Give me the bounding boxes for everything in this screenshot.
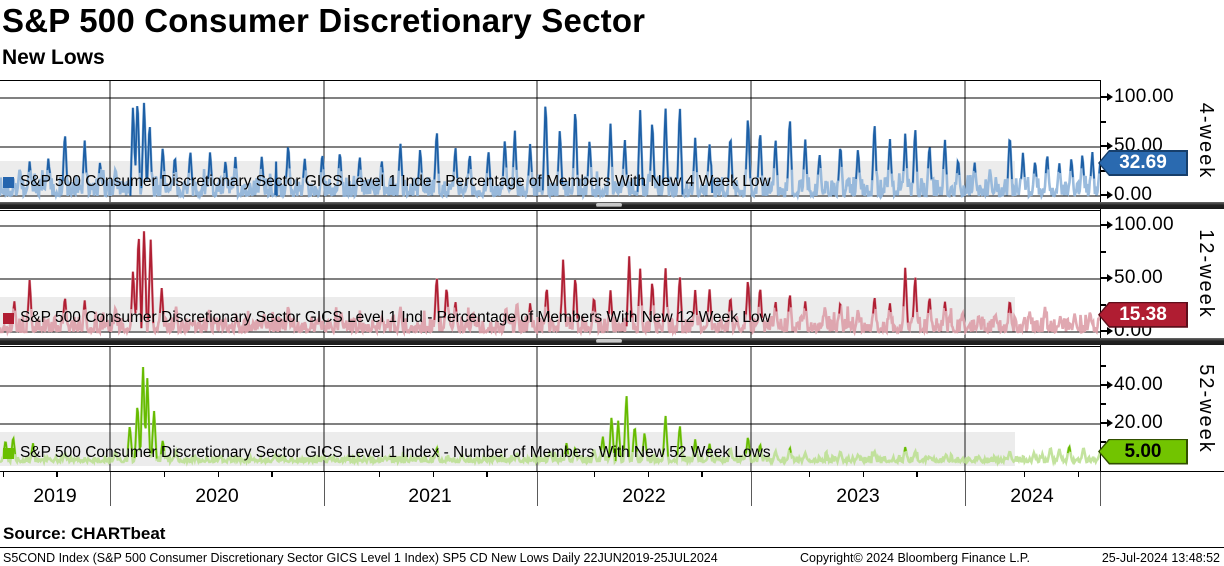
x-axis-minor-tick xyxy=(378,472,381,477)
y-axis-minor-tick xyxy=(1100,441,1106,443)
x-axis-minor-tick xyxy=(701,472,703,477)
x-axis-minor-tick xyxy=(56,472,58,477)
chart-line-12-week[interactable] xyxy=(0,211,1100,339)
footer-timestamp: 25-Jul-2024 13:48:52 xyxy=(1101,551,1220,565)
chart-line-4-week[interactable] xyxy=(0,81,1100,203)
panel-axis-title-4-week: 4-week xyxy=(1195,102,1217,180)
x-axis-minor-tick xyxy=(2,472,4,477)
x-axis-minor-tick xyxy=(486,472,488,477)
y-axis-minor-tick xyxy=(1100,365,1106,367)
x-axis-minor-tick xyxy=(271,472,273,477)
y-axis-line xyxy=(1100,80,1102,471)
y-axis-tick-label: 100.00 xyxy=(1100,214,1174,236)
y-axis-minor-tick xyxy=(1100,120,1106,123)
panel-divider[interactable] xyxy=(0,202,1224,209)
y-axis-tick-label: 100.00 xyxy=(1100,86,1174,108)
footer-copyright: Copyright© 2024 Bloomberg Finance L.P. xyxy=(800,551,1030,565)
x-axis-year-label: 2020 xyxy=(195,485,239,507)
chart-line-52-week[interactable] xyxy=(0,347,1100,472)
legend-label: S&P 500 Consumer Discretionary Sector GI… xyxy=(20,309,771,326)
panel-axis-title-12-week: 12-week xyxy=(1195,229,1217,319)
page-title: S&P 500 Consumer Discretionary Sector xyxy=(2,2,646,39)
y-axis-tick-label: 40.00 xyxy=(1100,374,1163,396)
y-axis-tick-label: 0.00 xyxy=(1100,184,1152,206)
legend-label: S&P 500 Consumer Discretionary Sector GI… xyxy=(20,173,771,190)
y-axis-minor-tick xyxy=(1100,250,1106,253)
source-label: Source: CHARTbeat xyxy=(3,524,166,543)
panel-52-week: S&P 500 Consumer Discretionary Sector GI… xyxy=(0,346,1100,472)
x-axis-minor-tick xyxy=(217,472,219,477)
x-axis-minor-tick xyxy=(1023,472,1026,477)
x-axis: 2019 2020 2021 2022 2023 2024 xyxy=(0,471,1224,513)
legend-swatch-12-week xyxy=(3,312,14,324)
panel-4-week: S&P 500 Consumer Discretionary Sector GI… xyxy=(0,80,1100,203)
x-axis-year-label: 2021 xyxy=(408,485,452,507)
legend-item-4-week[interactable]: S&P 500 Consumer Discretionary Sector GI… xyxy=(3,173,771,191)
x-axis-year-separator xyxy=(110,472,112,506)
panel-12-week: S&P 500 Consumer Discretionary Sector GI… xyxy=(0,210,1100,339)
x-axis-year-label: 2023 xyxy=(836,485,880,507)
x-axis-minor-tick xyxy=(862,472,864,477)
y-axis-minor-tick xyxy=(1100,169,1106,172)
divider-handle-icon[interactable] xyxy=(596,203,622,207)
x-axis-year-separator xyxy=(537,472,539,506)
legend-label: S&P 500 Consumer Discretionary Sector GI… xyxy=(20,444,771,461)
x-axis-year-label: 2019 xyxy=(33,485,77,507)
page-subtitle: New Lows xyxy=(2,46,105,69)
panel-divider[interactable] xyxy=(0,338,1224,345)
x-axis-minor-tick xyxy=(593,472,596,477)
x-axis-year-separator xyxy=(965,472,967,506)
last-value-badge-52-week: 5.00 xyxy=(1098,438,1188,465)
x-axis-minor-tick xyxy=(163,472,166,477)
x-axis-minor-tick xyxy=(916,472,918,477)
x-axis-minor-tick xyxy=(808,472,811,477)
x-axis-year-label: 2022 xyxy=(622,485,666,507)
divider-handle-icon[interactable] xyxy=(596,339,622,343)
footer-divider xyxy=(0,547,1224,548)
x-axis-year-separator xyxy=(751,472,753,506)
y-axis-tick-label: 20.00 xyxy=(1100,412,1163,434)
x-axis-year-separator xyxy=(324,472,326,506)
y-axis-minor-tick xyxy=(1100,303,1106,306)
legend-item-12-week[interactable]: S&P 500 Consumer Discretionary Sector GI… xyxy=(3,309,771,327)
legend-item-52-week[interactable]: S&P 500 Consumer Discretionary Sector GI… xyxy=(3,444,771,462)
x-axis-minor-tick xyxy=(647,472,649,477)
legend-swatch-4-week xyxy=(3,176,14,188)
last-value-badge-4-week: 32.69 xyxy=(1098,149,1188,176)
x-axis-minor-tick xyxy=(432,472,434,477)
x-axis-minor-tick xyxy=(1077,472,1079,477)
legend-swatch-52-week xyxy=(3,447,14,459)
y-axis-tick-label: 50.00 xyxy=(1100,267,1163,289)
panel-axis-title-52-week: 52-week xyxy=(1195,363,1217,454)
last-value-badge-12-week: 15.38 xyxy=(1098,301,1188,328)
x-axis-year-separator xyxy=(1100,472,1102,506)
y-axis-minor-tick xyxy=(1100,403,1106,405)
footer-ticker-text: S5COND Index (S&P 500 Consumer Discretio… xyxy=(3,551,718,565)
x-axis-year-label: 2024 xyxy=(1010,485,1054,507)
